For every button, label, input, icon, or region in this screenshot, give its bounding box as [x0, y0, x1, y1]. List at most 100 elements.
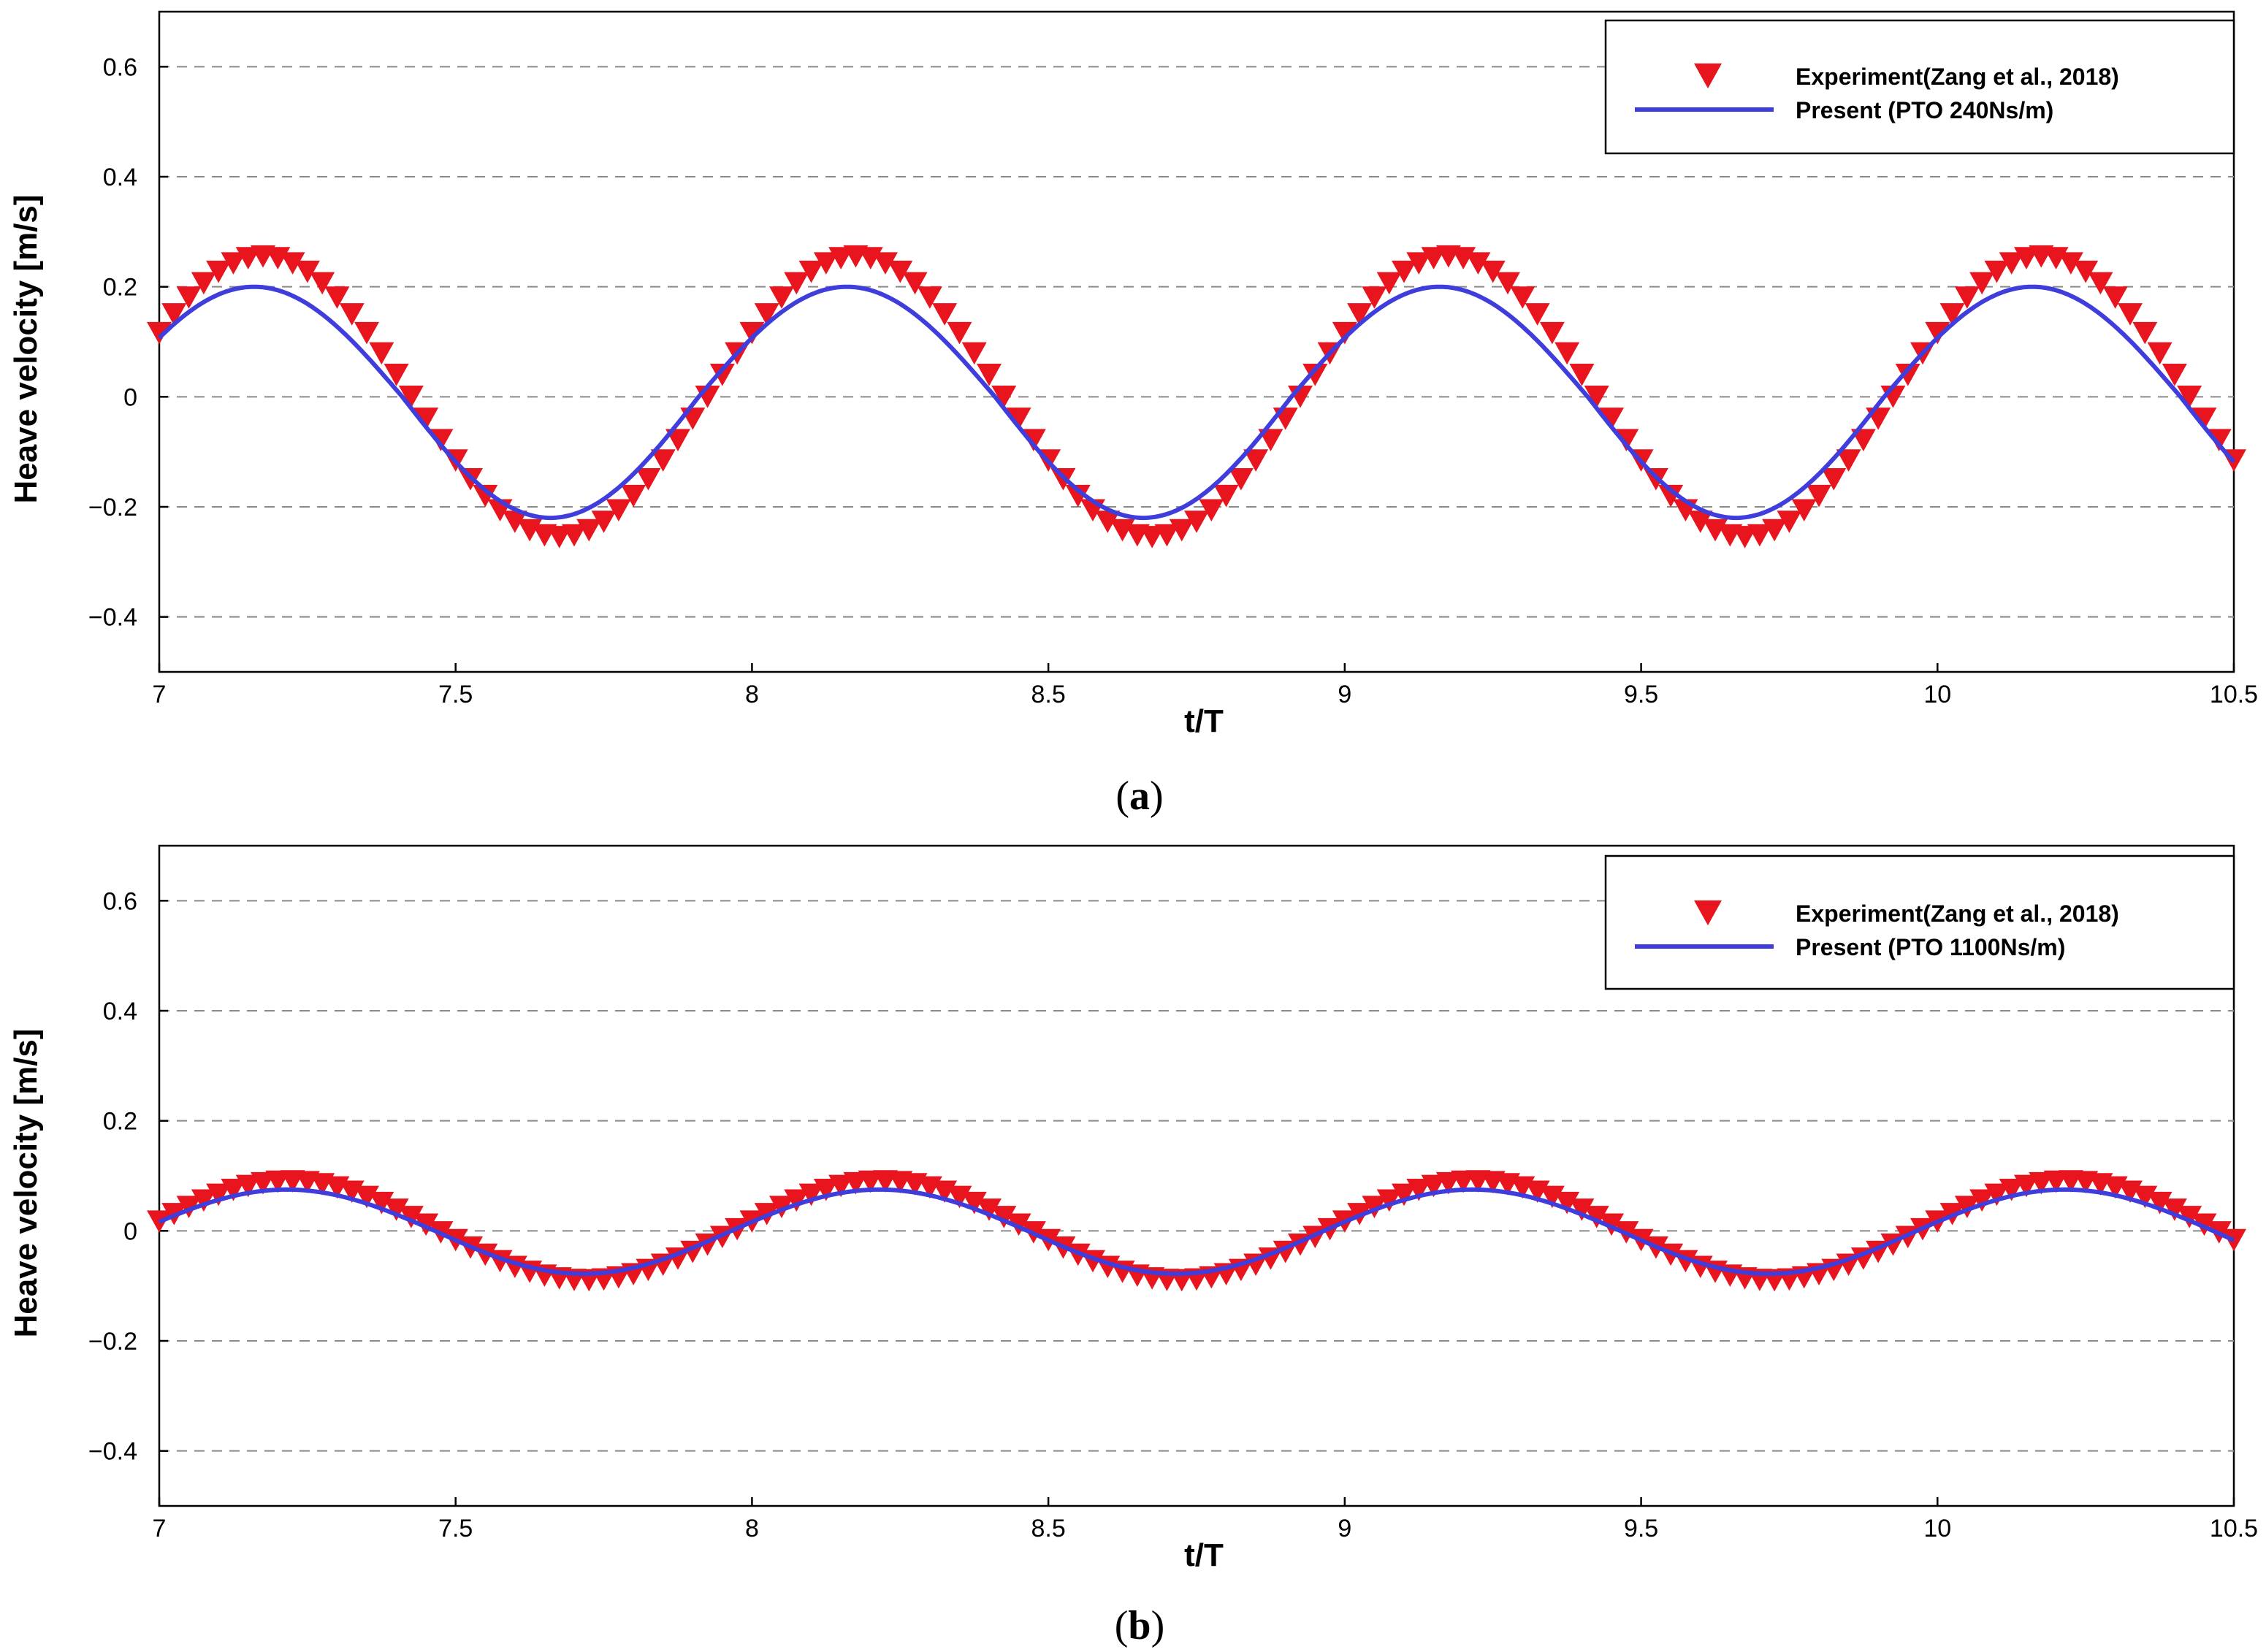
- data-point-marker: [1807, 484, 1831, 508]
- data-point-marker: [2014, 1174, 2039, 1198]
- data-point-marker: [413, 408, 439, 430]
- data-point-marker: [2118, 303, 2143, 326]
- data-point-marker: [1539, 1185, 1565, 1209]
- data-point-marker: [324, 286, 350, 309]
- x-tick-label: 10.5: [2210, 681, 2258, 708]
- data-point-marker: [947, 321, 972, 345]
- data-point-marker: [251, 1171, 275, 1195]
- data-point-marker: [1554, 342, 1580, 365]
- data-point-marker: [769, 286, 794, 309]
- data-point-marker: [1495, 272, 1520, 295]
- data-point-marker: [2073, 260, 2099, 283]
- legend-label-present: Present (PTO 1100Ns/m): [1796, 934, 2065, 960]
- data-point-marker: [1584, 1206, 1609, 1228]
- data-point-marker: [813, 1178, 839, 1201]
- chart-panel-a: −0.4 −0.2 0 0.2 0.4 0.6 7 7.5 8 8.5 9 9.5 10 10.5 Expe…: [8, 10, 2258, 819]
- data-point-marker: [1999, 252, 2024, 275]
- data-point-marker: [1065, 484, 1091, 508]
- data-point-marker: [1376, 1189, 1402, 1212]
- data-point-marker: [1539, 321, 1565, 345]
- y-tick-label: −0.4: [88, 1438, 137, 1466]
- data-point-marker: [354, 1185, 379, 1209]
- data-point-marker: [1747, 524, 1772, 547]
- data-point-marker: [1169, 519, 1194, 542]
- data-point-marker: [784, 1189, 809, 1212]
- legend-label-experiment: Experiment(Zang et al., 2018): [1796, 64, 2119, 90]
- data-point-marker: [562, 524, 587, 547]
- data-point-marker: [2177, 1206, 2202, 1228]
- data-point-marker: [1140, 526, 1165, 548]
- data-point-marker: [1925, 321, 1950, 345]
- x-tick-label: 9.5: [1624, 681, 1658, 708]
- data-point-marker: [354, 321, 379, 345]
- data-point-marker: [502, 510, 527, 533]
- data-point-marker: [650, 449, 676, 472]
- y-axis-title: Heave velocity [m/s]: [8, 1028, 44, 1337]
- data-point-marker: [798, 260, 824, 283]
- caption-open: (: [1115, 1603, 1129, 1648]
- data-point-marker: [221, 1178, 246, 1201]
- data-point-marker: [1199, 499, 1224, 522]
- data-point-marker: [161, 303, 187, 326]
- y-tick-label: −0.2: [88, 494, 137, 521]
- legend-label-present: Present (PTO 240Ns/m): [1796, 97, 2053, 123]
- data-point-marker: [828, 1174, 854, 1198]
- data-point-marker: [843, 1171, 869, 1195]
- data-point-marker: [917, 286, 942, 309]
- x-axis-title: t/T: [1184, 703, 1224, 739]
- y-tick-label: 0: [123, 383, 137, 411]
- data-point-marker: [384, 1198, 409, 1221]
- data-point-marker: [991, 1206, 1017, 1228]
- y-tick-label: −0.4: [88, 604, 137, 632]
- panel-caption: (b): [1115, 1603, 1164, 1648]
- data-point-marker: [1006, 408, 1031, 430]
- y-tick-label: 0.2: [103, 1108, 137, 1136]
- data-point-marker: [1465, 252, 1491, 275]
- legend-marker-experiment: [1694, 900, 1722, 926]
- caption-open: (: [1115, 773, 1129, 819]
- y-axis-title: Heave velocity [m/s]: [8, 194, 44, 503]
- legend: Experiment(Zang et al., 2018) Present (PT…: [1604, 854, 2235, 990]
- data-point-marker: [1584, 386, 1609, 408]
- x-tick-label: 8.5: [1031, 1515, 1066, 1542]
- data-point-marker: [947, 1185, 972, 1209]
- data-point-marker: [1243, 449, 1269, 472]
- x-tick-label: 8: [745, 681, 759, 708]
- data-point-marker: [2147, 342, 2172, 365]
- data-point-marker: [206, 1183, 232, 1207]
- y-tick-label: 0.4: [103, 164, 137, 191]
- y-tick-label: −0.2: [88, 1328, 137, 1355]
- data-point-marker: [1406, 1178, 1432, 1201]
- caption-letter: b: [1128, 1603, 1151, 1648]
- data-point-marker: [2058, 252, 2083, 275]
- data-point-marker: [1895, 363, 1920, 386]
- x-tick-label: 10.5: [2210, 1515, 2258, 1542]
- data-point-marker: [1392, 1183, 1416, 1207]
- data-point-marker: [888, 260, 913, 283]
- data-point-marker: [1569, 1198, 1595, 1221]
- series-line-present: [157, 284, 2236, 521]
- data-point-marker: [147, 321, 172, 345]
- data-point-marker: [191, 1189, 216, 1212]
- y-tick-label: 0.6: [103, 53, 137, 81]
- data-point-marker: [294, 260, 320, 283]
- caption-close: ): [1151, 1603, 1165, 1648]
- data-point-marker: [369, 342, 394, 365]
- data-point-marker: [1258, 429, 1283, 451]
- data-point-marker: [2132, 321, 2158, 345]
- data-point-marker: [798, 1183, 824, 1207]
- legend-label-experiment: Experiment(Zang et al., 2018): [1796, 900, 2119, 927]
- data-point-marker: [191, 272, 216, 295]
- data-point-marker: [1406, 252, 1432, 275]
- data-point-marker: [1777, 510, 1802, 533]
- x-tick-label: 8.5: [1031, 681, 1066, 708]
- data-point-marker: [2177, 386, 2202, 408]
- data-point-marker: [2132, 1185, 2158, 1209]
- data-point-marker: [828, 247, 854, 269]
- data-point-marker: [1658, 484, 1684, 508]
- data-point-marker: [280, 252, 305, 275]
- data-point-marker: [2191, 408, 2217, 430]
- legend: Experiment(Zang et al., 2018) Present (PT…: [1604, 19, 2235, 155]
- y-tick-label: 0.4: [103, 998, 137, 1025]
